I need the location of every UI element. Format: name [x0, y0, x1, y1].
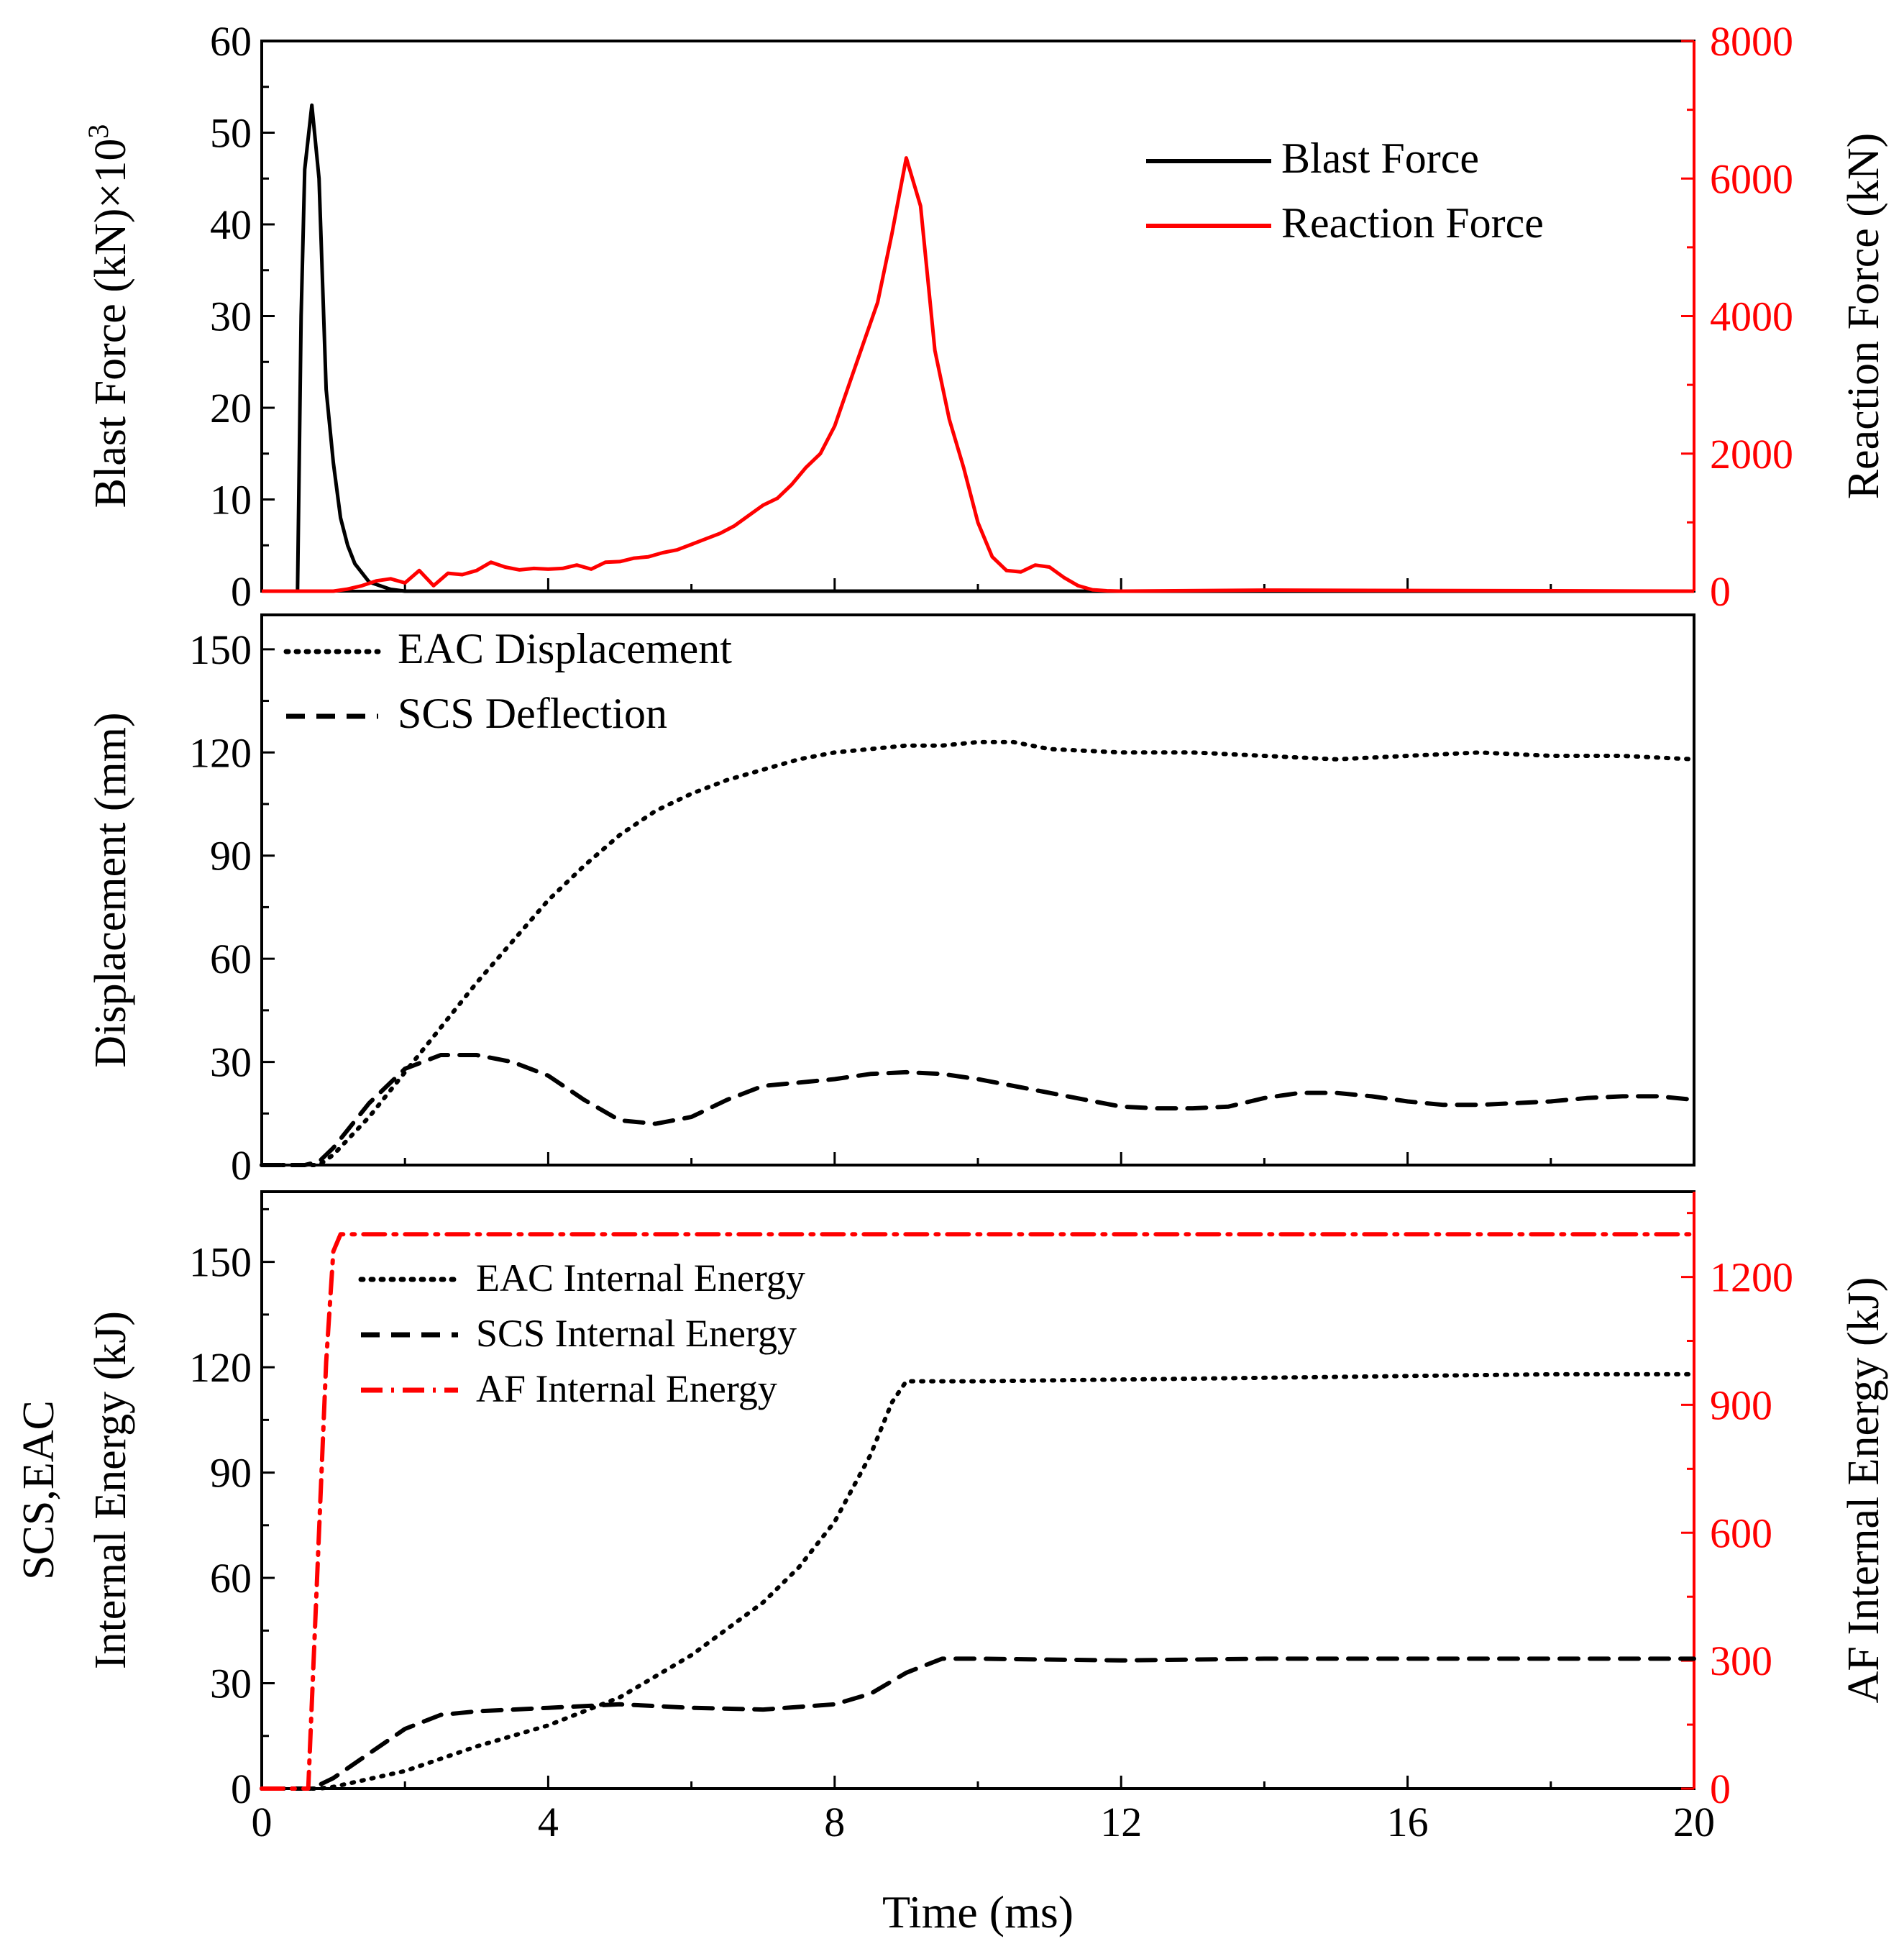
- y-axis-label-text: Displacement (mm): [86, 712, 135, 1067]
- legend-label: Blast Force: [1281, 134, 1479, 182]
- y2-tick-label: 1200: [1710, 1254, 1793, 1301]
- x-tick-label: 20: [1673, 1799, 1715, 1845]
- y2-tick-label: 2000: [1710, 431, 1793, 478]
- y-axis-label-superscript: 3: [82, 124, 114, 139]
- series-line-blast-force: [262, 103, 1694, 593]
- y-tick-label: 0: [231, 1142, 252, 1189]
- y2-tick-label: 4000: [1710, 293, 1793, 340]
- legend-label: SCS Deflection: [398, 690, 667, 737]
- y-tick-label: 0: [231, 1766, 252, 1812]
- y-tick-label: 90: [210, 1450, 252, 1497]
- series-line-scs-internal-energy: [260, 1656, 1696, 1791]
- y2-tick-label: 8000: [1710, 18, 1793, 65]
- y-tick-label: 60: [210, 1555, 252, 1602]
- y2-tick-label: 600: [1710, 1510, 1772, 1556]
- y2-tick-label: 900: [1710, 1382, 1772, 1428]
- y-axis-label-line-1: SCS,EAC: [14, 1400, 63, 1580]
- displacement-panel: 0 30 60 90 120 150 EAC Displacement SCS Deflect…: [86, 613, 1696, 1189]
- y2-axis-label: AF Internal Energy (kJ): [1839, 1277, 1888, 1704]
- y-tick-label: 30: [210, 1039, 252, 1086]
- y2-tick-label: 0: [1710, 568, 1731, 615]
- y-tick-label: 0: [231, 568, 252, 615]
- y-tick-label: 120: [189, 729, 252, 776]
- x-tick-label: 0: [252, 1799, 273, 1845]
- plot-frame: [260, 40, 1695, 593]
- y-tick-label: 60: [210, 936, 252, 982]
- y-tick-label: 40: [210, 201, 252, 248]
- y-tick-label: 120: [189, 1344, 252, 1391]
- y-tick-label: 30: [210, 1661, 252, 1707]
- y2-axis-label: Reaction Force (kN): [1839, 133, 1888, 500]
- y-tick-label: 150: [189, 1239, 252, 1286]
- x-tick-label: 8: [824, 1799, 845, 1845]
- series-line-eac-displacement: [260, 739, 1696, 1167]
- y2-tick-label: 300: [1710, 1638, 1772, 1684]
- legend-label: SCS Internal Energy: [476, 1312, 797, 1355]
- y-tick-label: 150: [189, 626, 252, 673]
- series-line-af-internal-energy: [260, 1232, 1696, 1791]
- legend-label: Reaction Force: [1281, 199, 1544, 247]
- series-line-eac-internal-energy: [260, 1371, 1696, 1791]
- x-axis-label: Time (ms): [882, 1886, 1074, 1937]
- x-tick-label: 16: [1387, 1799, 1429, 1845]
- y-axis-label: Blast Force (kN)×103: [82, 124, 135, 508]
- y-axis-label-text: Blast Force (kN)×10: [86, 139, 135, 508]
- blast-reaction-panel: 0 10 20 30 40 50 60 0 2000 4000 6000 8000 Blast Forc…: [82, 18, 1888, 615]
- y2-tick-label: 6000: [1710, 155, 1793, 202]
- x-tick-label: 4: [538, 1799, 559, 1845]
- y-axis-label-line-2: Internal Energy (kJ): [86, 1311, 135, 1669]
- y-axis-label: Displacement (mm): [86, 712, 135, 1067]
- y-tick-label: 20: [210, 385, 252, 432]
- y-tick-label: 90: [210, 833, 252, 880]
- y-tick-label: 10: [210, 477, 252, 524]
- series-line-reaction-force: [262, 156, 1695, 593]
- legend-label: EAC Internal Energy: [476, 1256, 805, 1300]
- y-tick-label: 50: [210, 110, 252, 157]
- y-tick-label: 30: [210, 293, 252, 340]
- legend-label: AF Internal Energy: [476, 1367, 777, 1410]
- legend-label: EAC Displacement: [398, 625, 732, 672]
- y2-tick-label: 0: [1710, 1766, 1731, 1812]
- series-line-scs-deflection: [260, 1053, 1696, 1167]
- y-tick-label: 60: [210, 18, 252, 65]
- x-tick-label: 12: [1100, 1799, 1142, 1845]
